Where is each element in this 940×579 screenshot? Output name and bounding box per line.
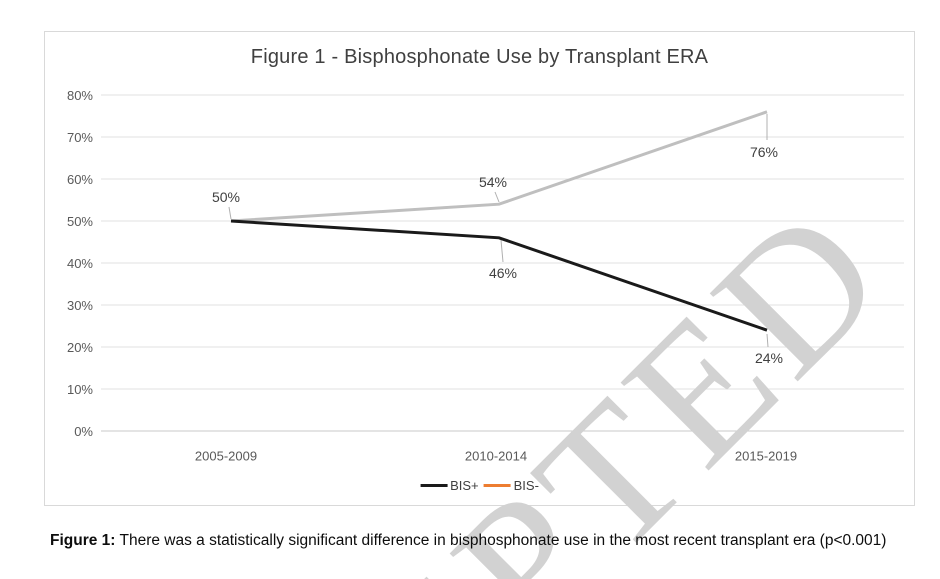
y-tick-10: 10%: [66, 382, 93, 397]
y-tick-70: 70%: [66, 130, 93, 145]
figure-caption: Figure 1: There was a statistically sign…: [50, 529, 906, 552]
series-line-bis-minus: [230, 110, 768, 223]
y-tick-50: 50%: [66, 214, 93, 229]
data-label-bis-plus-24: 24%: [754, 350, 784, 366]
y-tick-30: 30%: [66, 298, 93, 313]
series-layer: [228, 110, 769, 348]
legend-item-bis-plus: BIS+: [420, 478, 479, 493]
legend-label-bis-minus: BIS-: [513, 478, 539, 493]
x-tick-2005-2009: 2005-2009: [194, 448, 258, 464]
x-tick-2015-2019: 2015-2019: [734, 448, 798, 464]
x-tick-2010-2014: 2010-2014: [464, 448, 528, 464]
leader-50: [228, 206, 232, 220]
y-tick-0: 0%: [74, 424, 93, 439]
figure-caption-prefix: Figure 1:: [50, 532, 116, 549]
legend-swatch-bis-minus-icon: [483, 484, 511, 487]
data-label-bis-plus-50: 50%: [211, 189, 241, 205]
y-tick-40: 40%: [66, 256, 93, 271]
data-label-bis-minus-76: 76%: [749, 144, 779, 160]
data-label-bis-plus-46: 46%: [488, 265, 518, 281]
chart-panel: Figure 1 - Bisphosphonate Use by Transpl…: [44, 31, 915, 506]
chart-title: Figure 1 - Bisphosphonate Use by Transpl…: [250, 46, 709, 68]
chart-legend: BIS+ BIS-: [420, 478, 539, 493]
leader-54: [494, 191, 500, 203]
y-tick-80: 80%: [66, 88, 93, 103]
legend-swatch-bis-plus-icon: [420, 484, 448, 487]
leader-24: [766, 333, 769, 348]
y-tick-20: 20%: [66, 340, 93, 355]
leader-46: [500, 239, 504, 263]
data-label-bis-minus-54: 54%: [478, 174, 508, 190]
legend-label-bis-plus: BIS+: [450, 478, 479, 493]
y-tick-60: 60%: [66, 172, 93, 187]
figure-caption-text: There was a statistically significant di…: [115, 532, 887, 549]
legend-item-bis-minus: BIS-: [483, 478, 539, 493]
series-line-bis-plus: [230, 219, 768, 332]
